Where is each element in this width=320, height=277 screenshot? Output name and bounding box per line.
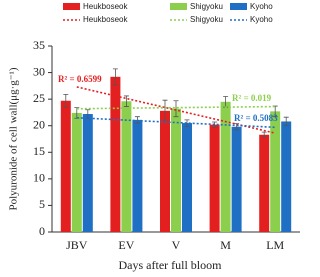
bar — [171, 108, 181, 232]
x-tick-label: V — [172, 238, 181, 252]
error-bar — [184, 119, 190, 127]
bar — [110, 76, 121, 232]
bar — [231, 126, 242, 232]
error-bar — [123, 95, 129, 107]
bar — [182, 123, 192, 232]
bar — [82, 114, 93, 232]
bar — [60, 100, 71, 232]
error-bar — [173, 100, 179, 118]
y-tick-label: 30 — [33, 64, 45, 78]
legend-label: Heukboseok — [83, 2, 128, 11]
legend-label: Kyoho — [250, 2, 273, 11]
error-bar — [112, 68, 118, 86]
bar — [121, 101, 132, 232]
legend-swatch — [170, 3, 187, 10]
legend-swatch — [230, 3, 247, 10]
error-bar — [261, 131, 267, 138]
y-axis-label: Polyuronide of cell wall(μg·g⁻¹) — [8, 67, 20, 210]
bar — [209, 124, 220, 232]
x-tick-label: M — [220, 238, 231, 252]
y-tick-label: 35 — [33, 38, 45, 52]
error-bar — [63, 93, 69, 108]
bar — [259, 134, 270, 232]
trend-line — [76, 105, 276, 110]
bar — [270, 111, 281, 232]
bar — [160, 110, 170, 232]
x-tick-label: LM — [266, 238, 284, 252]
bar — [132, 119, 143, 232]
y-tick-label: 5 — [39, 197, 45, 211]
x-axis-label: Days after full bloom — [119, 258, 223, 272]
r-squared-label: R² = 0.6599 — [58, 74, 102, 84]
legend-swatch — [63, 3, 80, 10]
trend-line — [76, 116, 276, 129]
y-tick-label: 15 — [33, 144, 45, 158]
x-tick-label: EV — [118, 238, 134, 252]
y-tick-label: 0 — [39, 224, 45, 238]
r-squared-label: R² = 0.5083 — [234, 113, 278, 123]
bar — [220, 101, 231, 232]
legend-label: Shigyoku — [190, 2, 223, 11]
y-tick-label: 25 — [33, 91, 45, 105]
legend-label: Heukboseok — [83, 15, 128, 24]
chart: Days after full bloom Polyuronide of cel… — [8, 2, 300, 272]
y-tick-label: 10 — [33, 171, 45, 185]
error-bar — [283, 116, 289, 127]
y-tick-label: 20 — [33, 117, 45, 131]
x-tick-label: JBV — [66, 238, 88, 252]
legend-label: Kyoho — [250, 15, 273, 24]
r-squared-label: R² = 0.019 — [232, 93, 272, 103]
bar — [71, 112, 82, 232]
legend-label: Shigyoku — [190, 15, 223, 24]
bar — [281, 121, 292, 232]
